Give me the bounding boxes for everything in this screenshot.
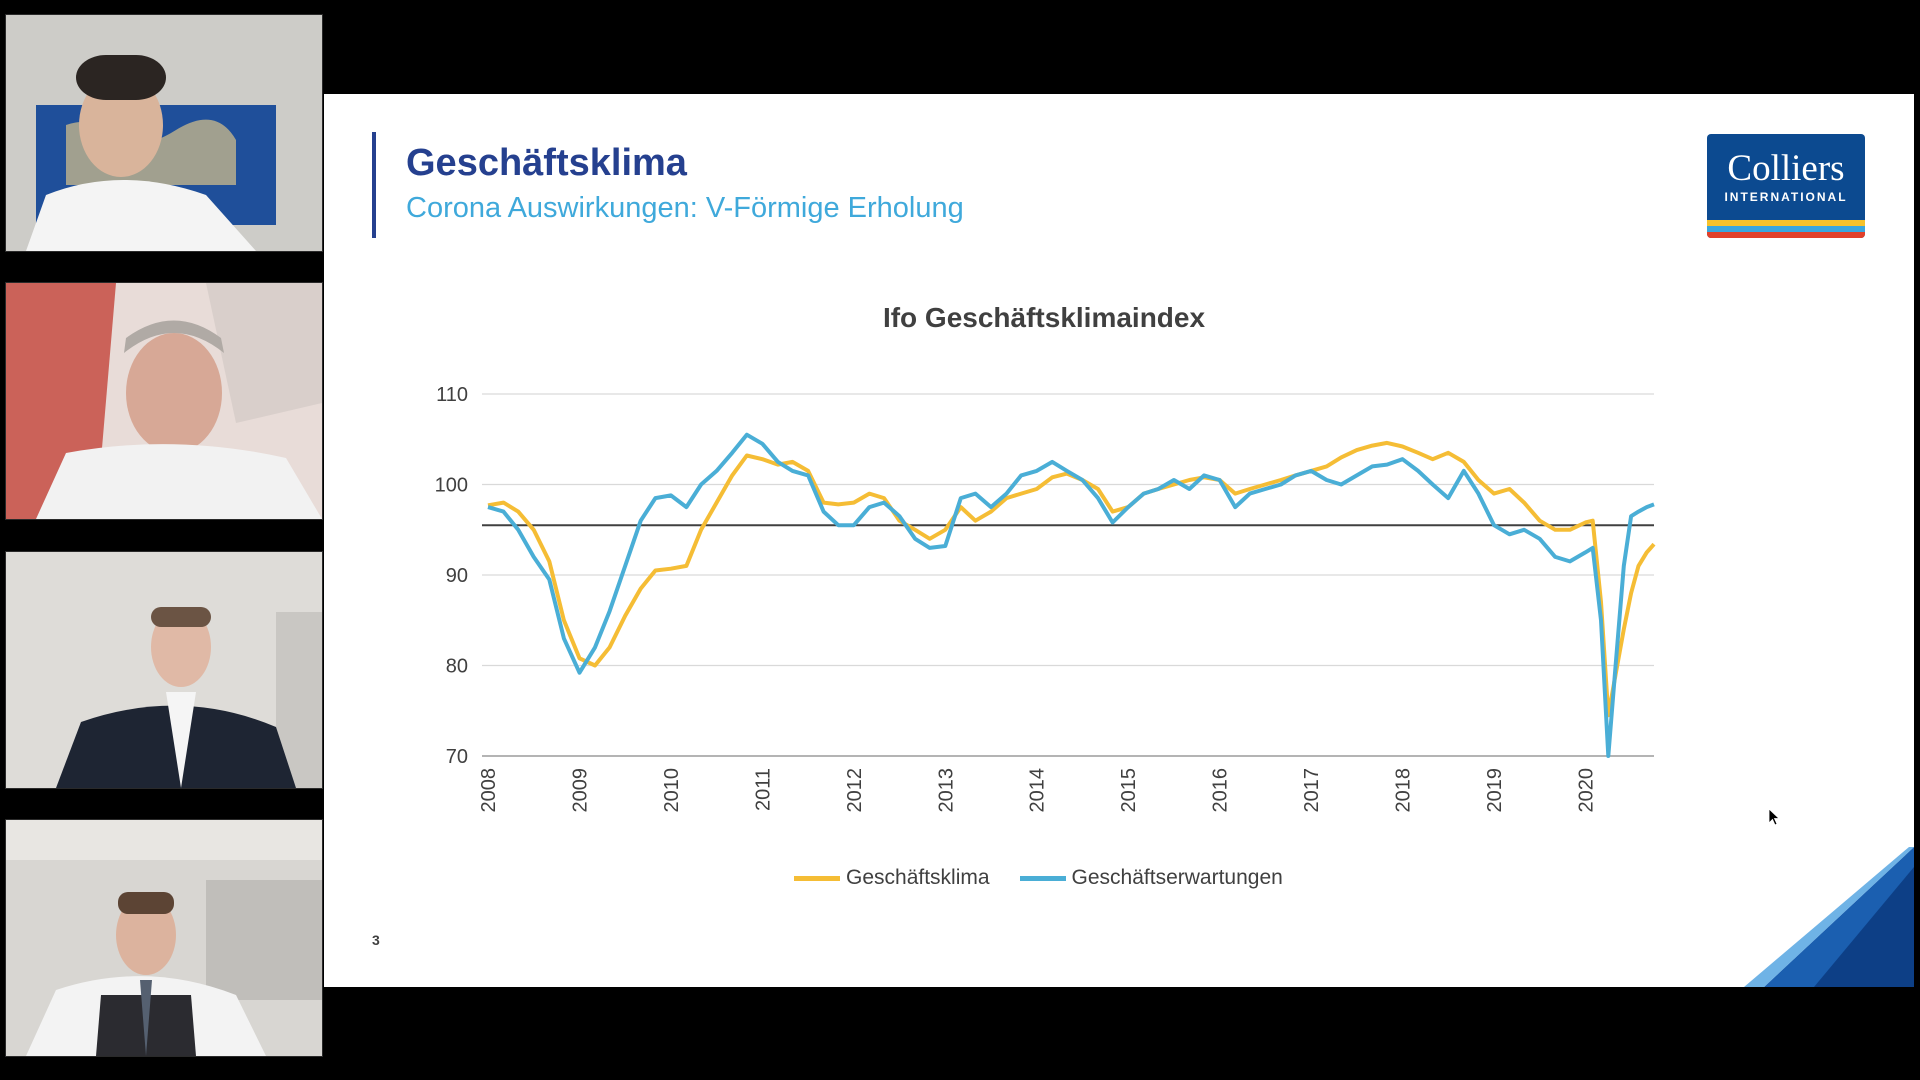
slide-subtitle: Corona Auswirkungen: V-Förmige Erholung [406, 192, 964, 224]
y-tick-label: 100 [435, 475, 468, 497]
ifo-chart: 70 80 90 100 110 2008 2009 2010 2011 2012 2013 201… [435, 384, 1656, 813]
chart-series [487, 432, 1656, 758]
chart-title: Ifo Geschäftsklimaindex [882, 302, 1206, 333]
logo-subtitle: INTERNATIONAL [1724, 190, 1848, 204]
x-tick-label: 2014 [1027, 768, 1049, 813]
y-tick-label: 90 [446, 565, 468, 587]
x-tick-label: 2011 [752, 768, 774, 811]
participant-tile-2[interactable] [5, 282, 323, 520]
participant-tile-1[interactable] [5, 14, 323, 252]
x-tick-label: 2016 [1210, 768, 1232, 813]
x-tick-label: 2010 [661, 768, 683, 813]
series-line-geschaeftserwartungen [487, 432, 1655, 758]
colliers-logo: Colliers INTERNATIONAL [1707, 134, 1865, 238]
corner-accent [1744, 847, 1914, 987]
x-tick-label: 2008 [478, 768, 500, 813]
title-accent-bar [372, 132, 376, 238]
x-tick-label: 2013 [935, 768, 957, 813]
page-number: 3 [372, 932, 380, 948]
x-tick-label: 2019 [1484, 768, 1506, 813]
participant-tile-3[interactable] [5, 551, 323, 789]
participant-video-1 [6, 15, 322, 251]
x-tick-label: 2017 [1301, 768, 1323, 813]
slide-title: Geschäftsklima [406, 142, 687, 184]
x-tick-labels: 2008 2009 2010 2011 2012 2013 2014 2015 2016 2017… [478, 768, 1597, 813]
legend-item-erwartungen: Geschäftserwartungen [1019, 866, 1283, 890]
legend-label-erwartungen: Geschäftserwartungen [1071, 866, 1283, 889]
legend-swatch-klima [794, 875, 840, 881]
presentation-slide: Geschäftsklima Corona Auswirkungen: V-Fö… [324, 94, 1914, 987]
x-tick-label: 2018 [1393, 768, 1415, 813]
logo-stripes [1707, 220, 1865, 238]
participant-video-4 [6, 820, 322, 1056]
mouse-cursor-icon [1768, 808, 1781, 826]
series-line-geschaeftsklima [487, 440, 1656, 718]
participant-video-2 [6, 283, 322, 519]
x-tick-label: 2015 [1118, 768, 1140, 813]
y-tick-labels: 70 80 90 100 110 [435, 384, 468, 768]
x-tick-label: 2020 [1575, 768, 1597, 813]
legend-swatch-erwartungen [1019, 875, 1066, 881]
y-tick-label: 80 [446, 656, 468, 678]
y-tick-label: 110 [436, 384, 468, 406]
x-tick-label: 2012 [844, 768, 866, 813]
legend-label-klima: Geschäftsklima [846, 866, 990, 889]
participant-video-3 [6, 552, 322, 788]
legend-item-klima: Geschäftsklima [794, 866, 990, 890]
participant-tile-4[interactable] [5, 819, 323, 1057]
x-tick-label: 2009 [569, 768, 591, 813]
participant-sidebar [0, 0, 324, 1080]
chart-legend: Geschäftsklima Geschäftserwartungen [794, 866, 1283, 890]
y-tick-label: 70 [446, 746, 468, 768]
logo-name: Colliers [1727, 148, 1845, 189]
chart-gridlines [482, 393, 1654, 757]
